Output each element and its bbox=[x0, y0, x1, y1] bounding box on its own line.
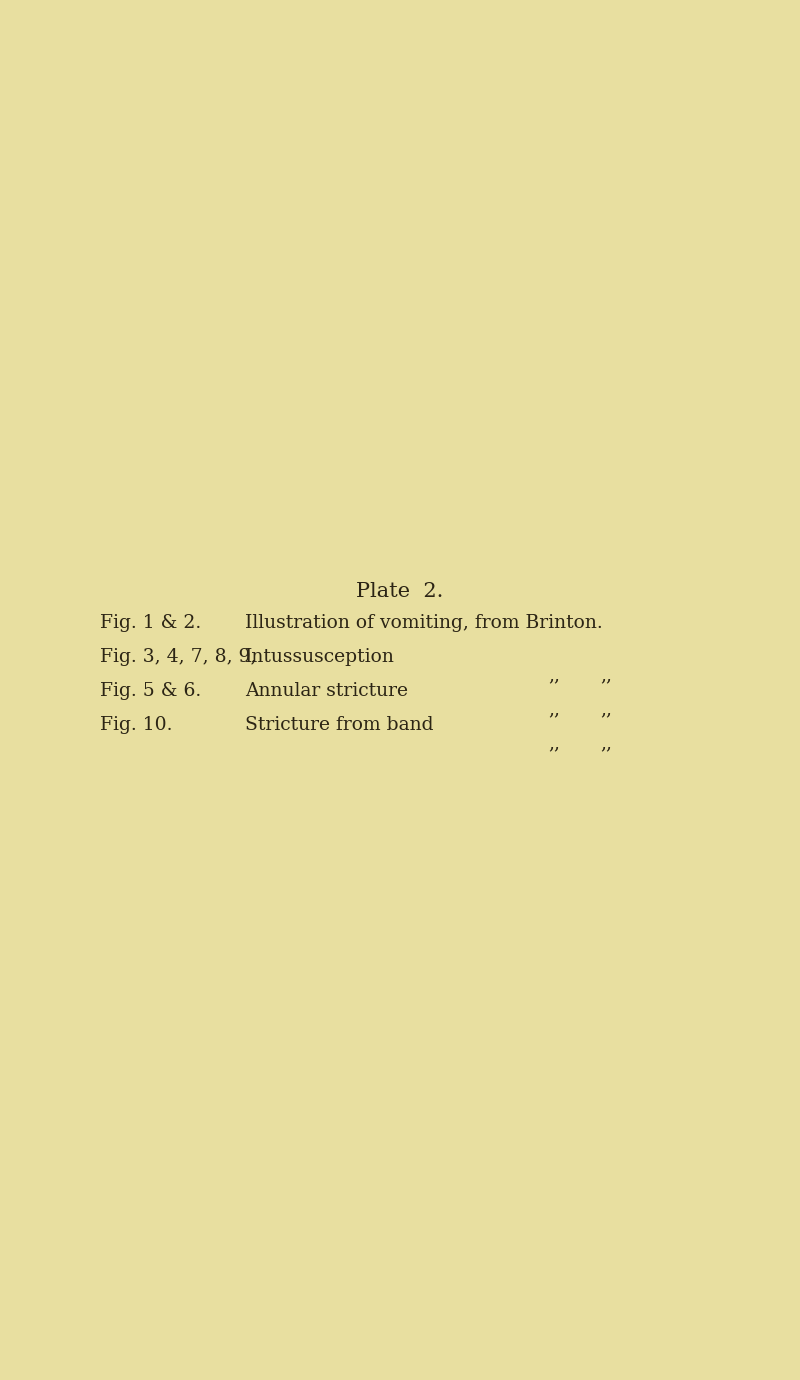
Text: ,,: ,, bbox=[548, 734, 560, 752]
Text: Fig. 3, 4, 7, 8, 9,: Fig. 3, 4, 7, 8, 9, bbox=[100, 649, 257, 667]
Text: ,,: ,, bbox=[600, 700, 612, 718]
Text: Intussusception: Intussusception bbox=[245, 649, 395, 667]
Text: Stricture from band: Stricture from band bbox=[245, 716, 434, 734]
Text: ,,: ,, bbox=[548, 667, 560, 684]
Text: Annular stricture: Annular stricture bbox=[245, 682, 408, 700]
Text: Fig. 5 & 6.: Fig. 5 & 6. bbox=[100, 682, 202, 700]
Text: Fig. 1 & 2.: Fig. 1 & 2. bbox=[100, 614, 202, 632]
Text: ,,: ,, bbox=[600, 667, 612, 684]
Text: ,,: ,, bbox=[548, 700, 560, 718]
Text: Plate  2.: Plate 2. bbox=[356, 582, 444, 602]
Text: Illustration of vomiting, from Brinton.: Illustration of vomiting, from Brinton. bbox=[245, 614, 602, 632]
Text: Fig. 10.: Fig. 10. bbox=[100, 716, 173, 734]
Text: ,,: ,, bbox=[600, 734, 612, 752]
